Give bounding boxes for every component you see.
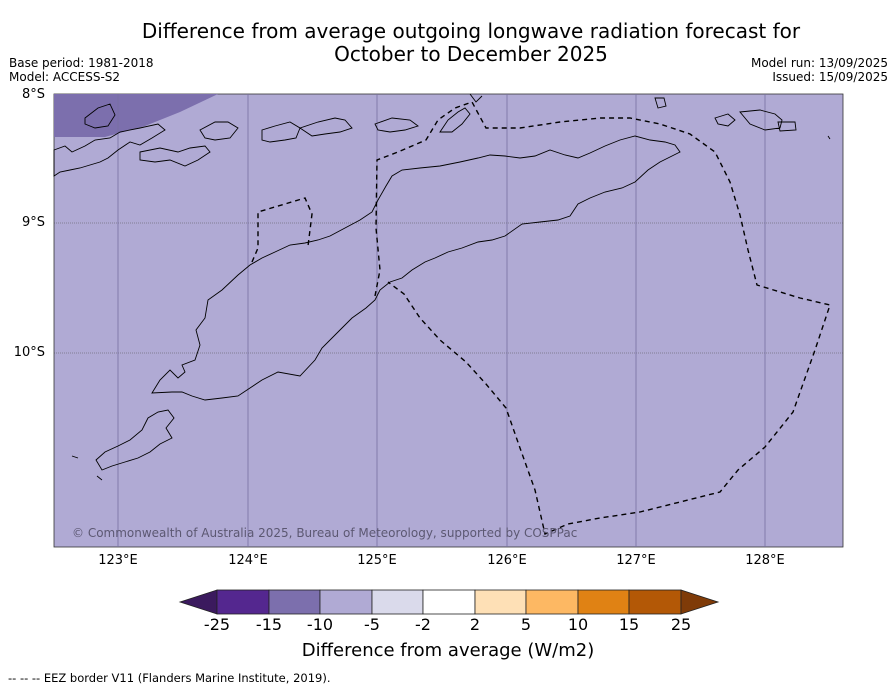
timor-coastline	[151, 135, 681, 401]
colorbar-min-extension	[178, 589, 218, 615]
lat-label-9s: 9°S	[21, 215, 45, 230]
copyright-notice: © Commonwealth of Australia 2025, Bureau…	[72, 526, 578, 540]
colorbar-tick: 10	[567, 615, 589, 634]
colorbar-bin-2	[268, 589, 321, 615]
colorbar-bin-7	[525, 589, 579, 615]
map-title: Difference from average outgoing longwav…	[100, 20, 842, 66]
issued-date: Issued: 15/09/2025	[772, 70, 888, 84]
eez-legend: -- -- -- EEZ border V11 (Flanders Marine…	[8, 671, 331, 685]
colorbar-bin-3	[319, 589, 373, 615]
northern-islands-coastline	[53, 97, 831, 177]
meridians	[117, 94, 766, 547]
colorbar-tick: -5	[364, 615, 380, 634]
base-period: Base period: 1981-2018	[9, 56, 154, 70]
colorbar-label: Difference from average (W/m2)	[301, 640, 595, 661]
colorbar	[178, 589, 720, 615]
small-islands-coastline	[439, 93, 483, 133]
colorbar-bin-8	[577, 589, 630, 615]
gridlines	[54, 222, 843, 354]
strong-anomaly-region	[54, 94, 218, 137]
lon-label-127e: 127°E	[616, 553, 656, 568]
lon-label-126e: 126°E	[487, 553, 527, 568]
colorbar-bin-5	[422, 589, 476, 615]
meta-right: Model run: 13/09/2025 Issued: 15/09/2025	[751, 56, 888, 84]
model-run: Model run: 13/09/2025	[750, 56, 888, 70]
title-line-2: October to December 2025	[334, 42, 608, 66]
map-area	[53, 93, 844, 548]
colorbar-bin-9	[628, 589, 682, 615]
title-line-1: Difference from average outgoing longwav…	[141, 19, 801, 43]
lon-label-128e: 128°E	[745, 553, 785, 568]
lat-label-8s: 8°S	[21, 87, 45, 102]
lon-label-123e: 123°E	[98, 553, 138, 568]
lon-label-124e: 124°E	[228, 553, 268, 568]
colorbar-bin-4	[371, 589, 424, 615]
colorbar-tick: 25	[670, 615, 692, 634]
colorbar-tick: 15	[618, 615, 640, 634]
eez-border	[251, 101, 831, 535]
colorbar-tick: -10	[306, 615, 334, 634]
lon-label-125e: 125°E	[357, 553, 397, 568]
colorbar-tick: 2	[469, 615, 481, 634]
lat-label-10s: 10°S	[13, 345, 45, 360]
colorbar-bin-6	[474, 589, 527, 615]
southwest-islands-coastline	[71, 409, 175, 481]
meta-left: Base period: 1981-2018 Model: ACCESS-S2	[9, 56, 154, 84]
colorbar-tick: -15	[255, 615, 283, 634]
model-name: Model: ACCESS-S2	[9, 70, 121, 84]
colorbar-tick: -25	[203, 615, 231, 634]
colorbar-bin-1	[216, 589, 270, 615]
colorbar-tick: 5	[520, 615, 532, 634]
colorbar-max-extension	[680, 589, 720, 615]
colorbar-tick: -2	[415, 615, 431, 634]
